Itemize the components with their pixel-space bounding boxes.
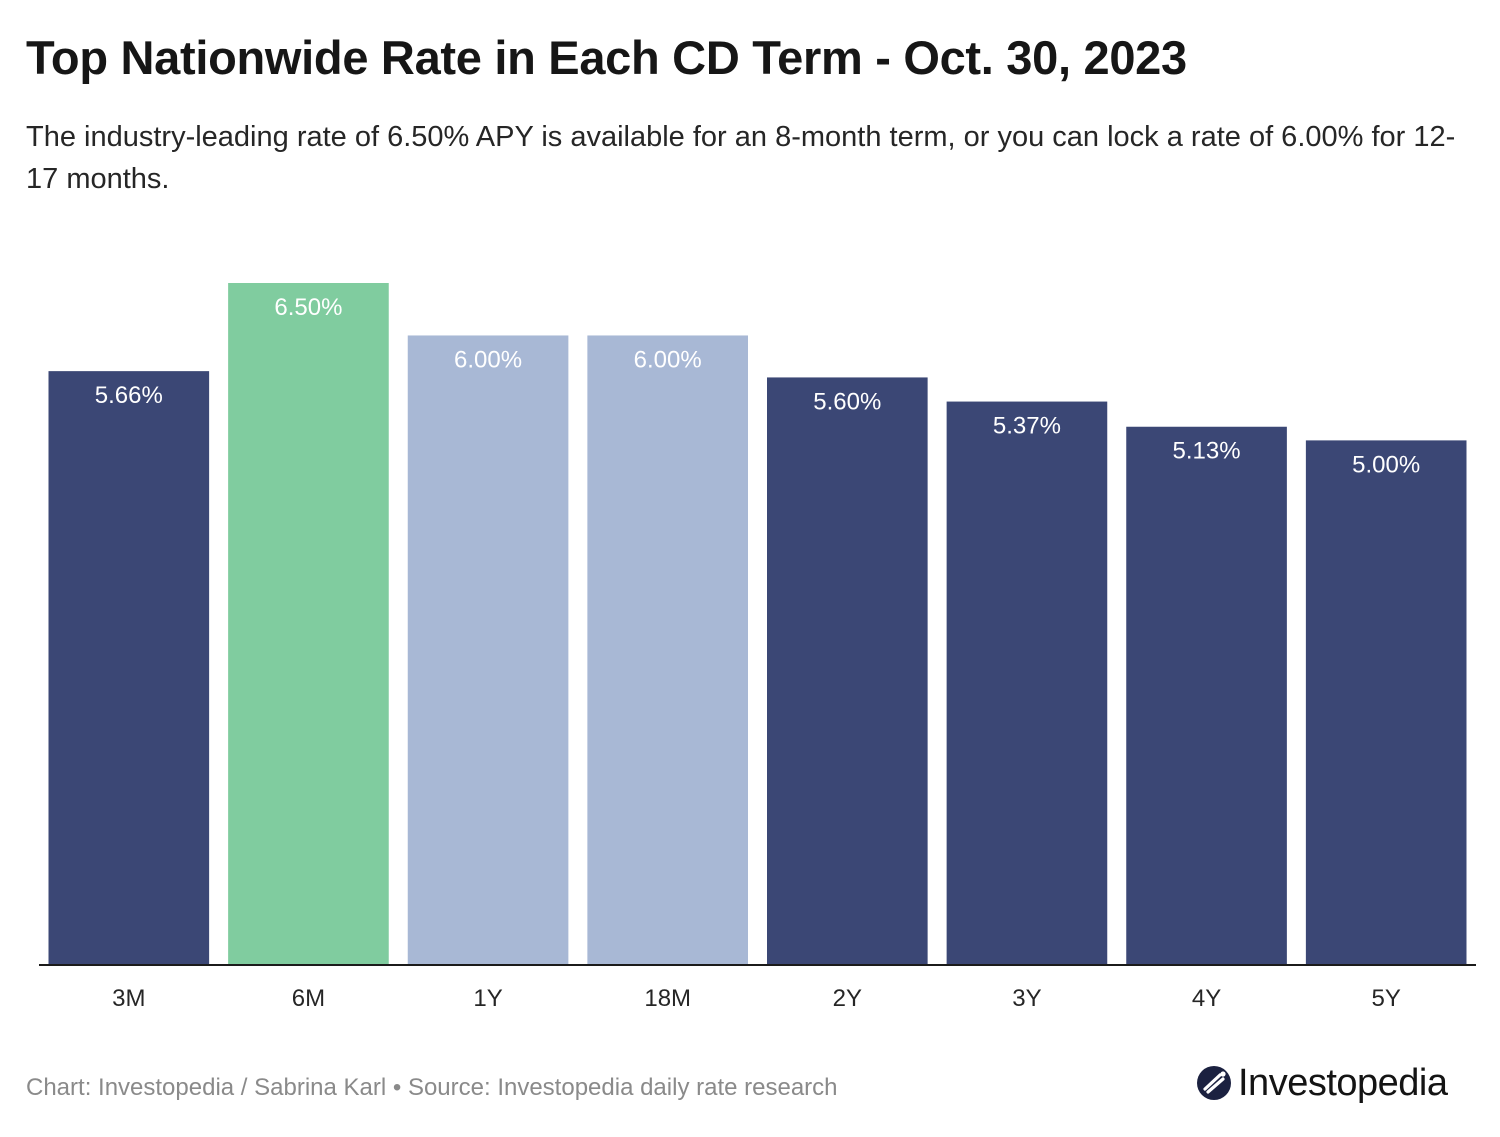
bar-6m <box>228 283 389 965</box>
data-label-1y: 6.00% <box>454 346 522 373</box>
chart-subtitle: The industry-leading rate of 6.50% APY i… <box>26 121 1456 195</box>
x-tick-label-6m: 6M <box>292 985 325 1012</box>
x-tick-label-1y: 1Y <box>473 985 502 1012</box>
x-tick-label-18m: 18M <box>644 985 691 1012</box>
x-tick-label-4y: 4Y <box>1192 985 1221 1012</box>
bar-18m <box>587 335 748 965</box>
chart-credit: Chart: Investopedia / Sabrina Karl • Sou… <box>26 1074 838 1101</box>
data-label-3m: 5.66% <box>95 382 163 409</box>
x-tick-label-3y: 3Y <box>1012 985 1041 1012</box>
data-label-5y: 5.00% <box>1352 451 1420 478</box>
x-tick-label-5y: 5Y <box>1372 985 1401 1012</box>
investopedia-logo-icon <box>1197 1066 1231 1100</box>
bar-3m <box>48 371 210 965</box>
data-label-3y: 5.37% <box>993 413 1061 440</box>
investopedia-logo: Investopedia <box>1196 1058 1448 1108</box>
bar-3y <box>946 401 1108 965</box>
x-tick-label-2y: 2Y <box>833 985 862 1012</box>
bar-4y <box>1126 426 1287 965</box>
chart-title: Top Nationwide Rate in Each CD Term - Oc… <box>26 31 1187 84</box>
data-label-6m: 6.50% <box>274 294 342 321</box>
x-tick-label-3m: 3M <box>112 985 145 1012</box>
data-label-4y: 5.13% <box>1173 438 1241 465</box>
data-label-2y: 5.60% <box>813 388 881 415</box>
bar-2y <box>767 377 928 965</box>
bar-1y <box>407 335 569 965</box>
bar-5y <box>1305 440 1467 965</box>
investopedia-logo-text: Investopedia <box>1238 1061 1448 1104</box>
data-label-18m: 6.00% <box>634 346 702 373</box>
